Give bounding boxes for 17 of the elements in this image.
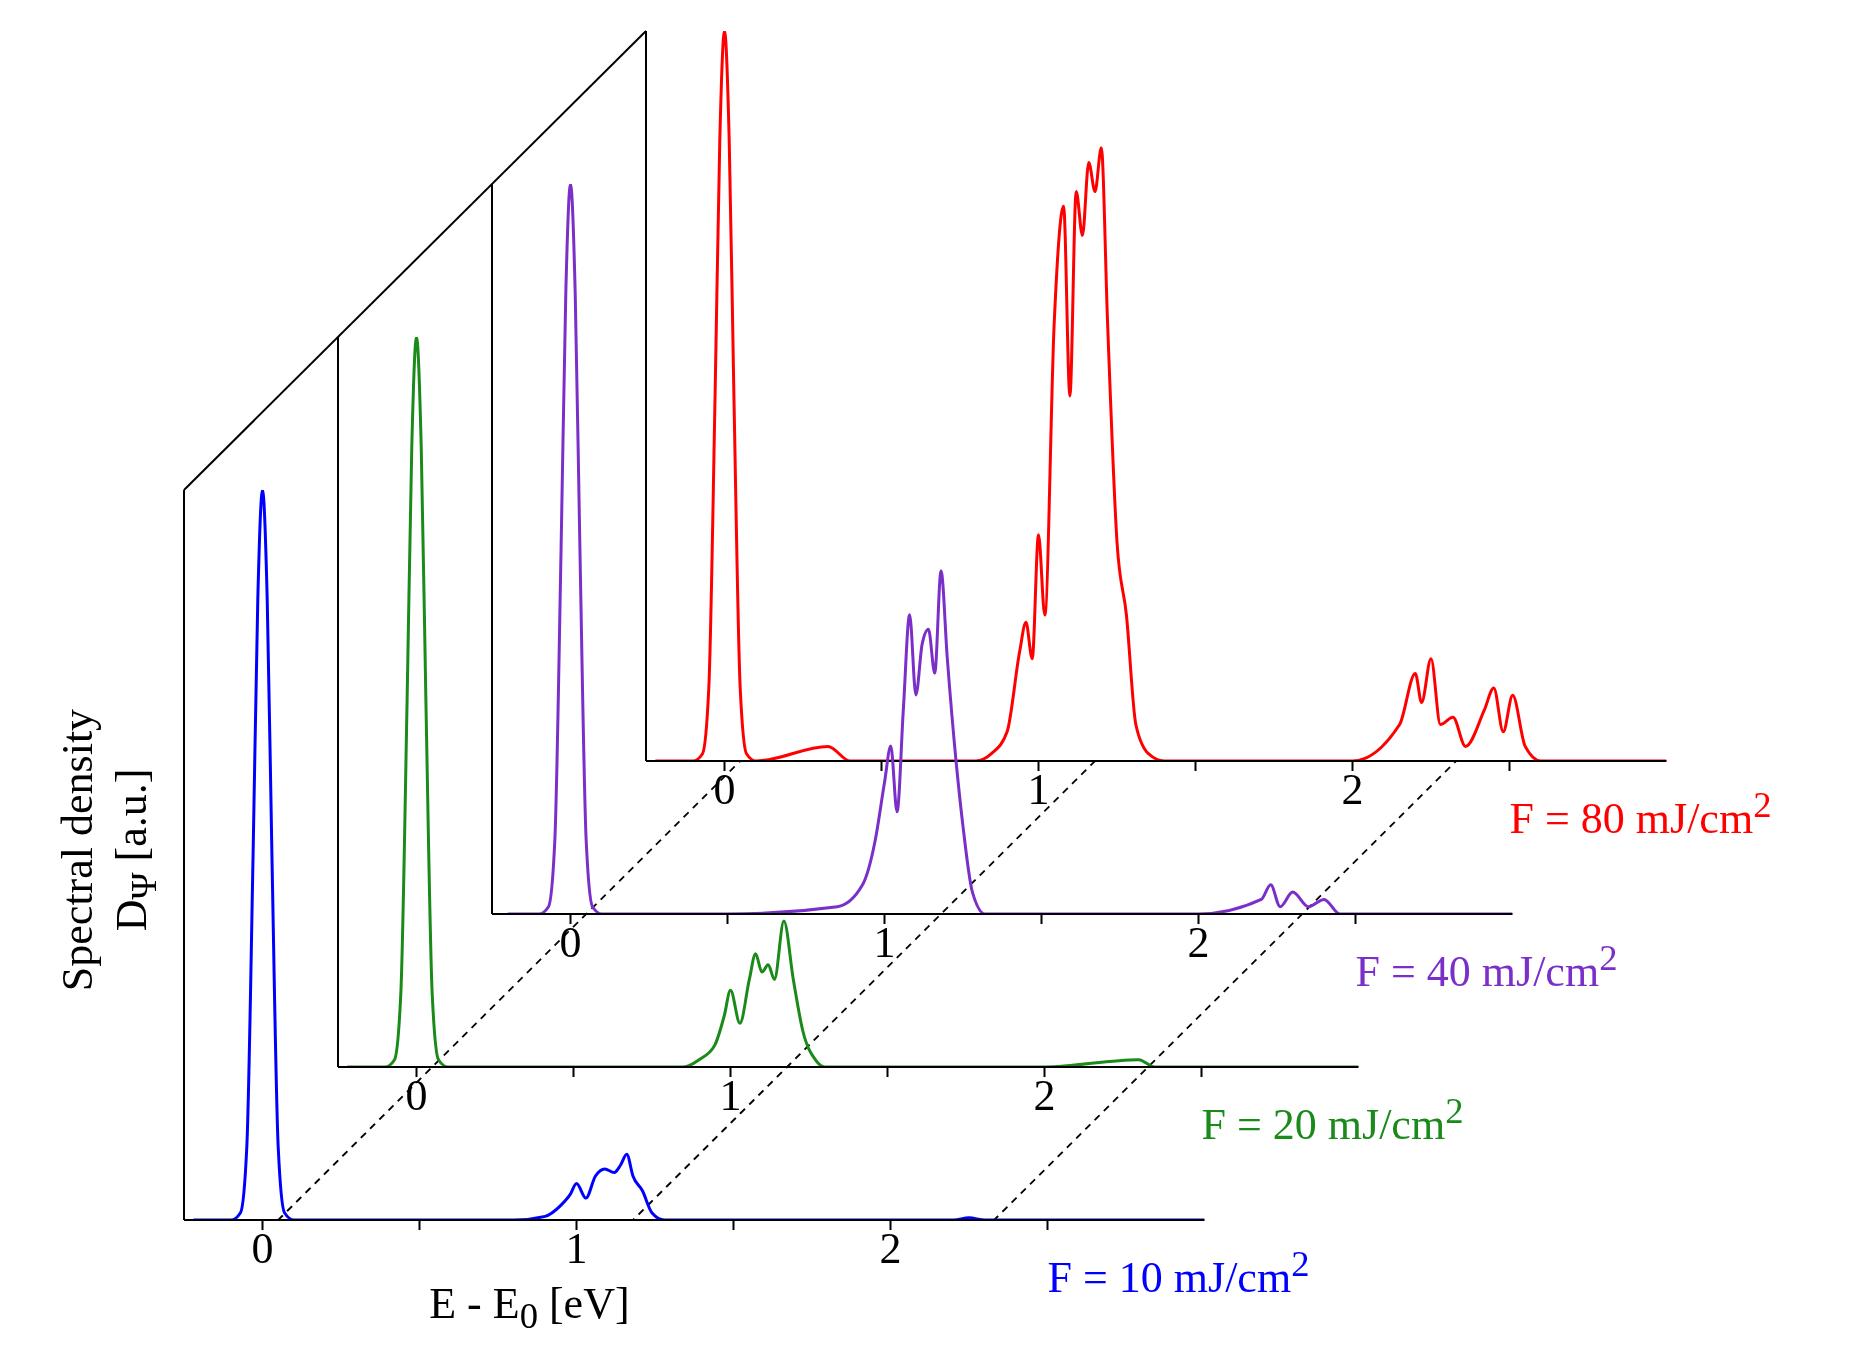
x-tick-label: 0 bbox=[251, 1224, 274, 1274]
series-label: F = 20 mJ/cm$^{2}$ bbox=[1201, 1090, 1464, 1149]
x-tick-label: 0 bbox=[559, 918, 582, 968]
series-label: F = 40 mJ/cm$^{2}$ bbox=[1355, 937, 1618, 996]
x-tick-label: 2 bbox=[879, 1224, 902, 1274]
x-tick-label: 1 bbox=[1027, 765, 1050, 815]
series-label: F = 80 mJ/cm$^{2}$ bbox=[1509, 784, 1772, 843]
x-axis-title: E - E$_{0}$ [eV] bbox=[429, 1279, 630, 1336]
x-tick-label: 1 bbox=[873, 918, 896, 968]
x-tick-label: 2 bbox=[1033, 1071, 1056, 1121]
x-tick-label: 1 bbox=[719, 1071, 742, 1121]
x-tick-label: 1 bbox=[565, 1224, 588, 1274]
x-tick-label: 2 bbox=[1341, 765, 1364, 815]
series-label: F = 10 mJ/cm$^{2}$ bbox=[1047, 1243, 1310, 1302]
x-tick-label: 0 bbox=[713, 765, 736, 815]
x-tick-label: 2 bbox=[1187, 918, 1210, 968]
x-tick-label: 0 bbox=[405, 1071, 428, 1121]
